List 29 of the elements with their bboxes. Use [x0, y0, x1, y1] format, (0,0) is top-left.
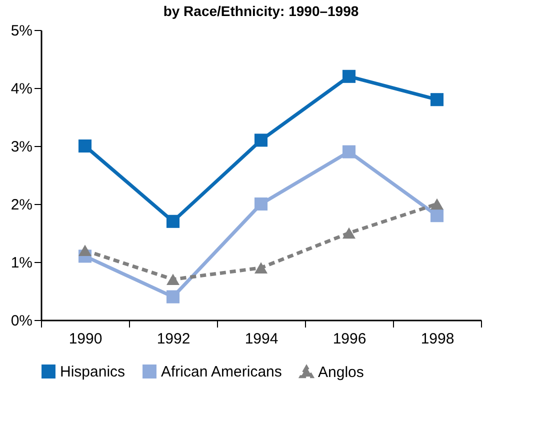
point	[430, 198, 444, 210]
y-tick-label: 0%	[10, 312, 32, 330]
x-tick-label: 1998	[420, 330, 454, 348]
point	[78, 139, 92, 153]
point	[254, 262, 268, 274]
y-tick-label: 5%	[10, 22, 32, 40]
y-tick-label: 4%	[10, 80, 32, 98]
point	[430, 209, 444, 222]
point	[78, 244, 92, 256]
chart-title: by Race/Ethnicity: 1990–1998	[163, 3, 359, 19]
x-tick-label: 1994	[244, 330, 278, 348]
x-tick-label: 1996	[332, 330, 366, 348]
x-tick-label: 1990	[68, 330, 102, 348]
point	[430, 93, 444, 106]
point	[342, 227, 356, 239]
y-tick-label: 1%	[10, 254, 32, 272]
y-tick-label: 3%	[10, 138, 32, 156]
y-tick-label: 2%	[10, 196, 32, 214]
point	[166, 290, 180, 304]
legend-label: Anglos	[318, 364, 364, 381]
point	[342, 145, 356, 158]
point	[166, 274, 180, 286]
point	[254, 134, 268, 147]
x-tick-label: 1992	[156, 330, 190, 348]
legend-label: Hispanics	[60, 364, 126, 381]
point	[166, 214, 180, 228]
point	[254, 197, 268, 211]
legend-label: African Americans	[161, 364, 282, 381]
point	[342, 70, 356, 83]
